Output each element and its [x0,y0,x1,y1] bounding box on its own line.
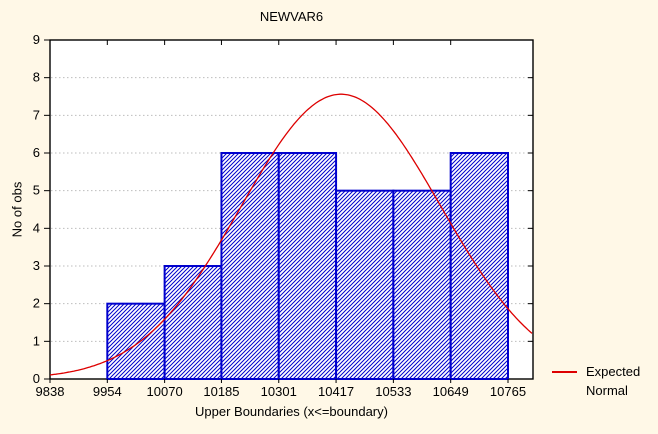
y-tick-label: 6 [33,145,40,160]
y-tick-label: 8 [33,70,40,85]
legend-label-line2: Normal [586,383,628,398]
x-tick-label: 10765 [490,384,526,399]
legend-label-line1: Expected [586,364,641,379]
histogram-bar [392,189,452,380]
expected-normal-line-swatch [552,371,577,373]
x-tick-label: 10185 [203,384,239,399]
y-axis-title-box: No of obs [0,40,34,379]
histogram-bar [335,189,395,380]
histogram-bar [220,152,280,380]
x-tick-label: 9954 [93,384,122,399]
y-tick-label: 9 [33,32,40,47]
axis-tick-labels: 0 1 2 3 4 5 6 7 8 9 9838 9954 10070 10185 10301 10417 10… [33,32,526,399]
expected-normal-curve [50,93,533,376]
y-axis-title: No of obs [9,181,25,238]
y-tick-label: 1 [33,333,40,348]
axis-ticks [44,39,533,383]
x-tick-label: 10301 [261,384,297,399]
y-tick-label: 7 [33,107,40,122]
x-tick-label: 9838 [36,384,65,399]
histogram-bars [106,152,509,380]
legend: Expected Normal [552,362,656,400]
y-tick-label: 4 [33,220,40,235]
chart-title: NEWVAR6 [259,9,324,24]
y-tick-label: 2 [33,296,40,311]
x-tick-label: 10070 [147,384,183,399]
x-tick-label: 10533 [375,384,411,399]
legend-label: Expected Normal [586,362,640,400]
histogram-bar [106,302,166,380]
x-axis-title: Upper Boundaries (x<=boundary) [195,404,388,419]
y-tick-label: 0 [33,371,40,386]
y-tick-label: 3 [33,258,40,273]
histogram-bar [163,265,223,380]
x-tick-label: 10417 [318,384,354,399]
x-tick-label: 10649 [433,384,469,399]
histogram-bar [277,152,338,380]
histogram-bar [449,152,509,380]
y-tick-label: 5 [33,183,40,198]
